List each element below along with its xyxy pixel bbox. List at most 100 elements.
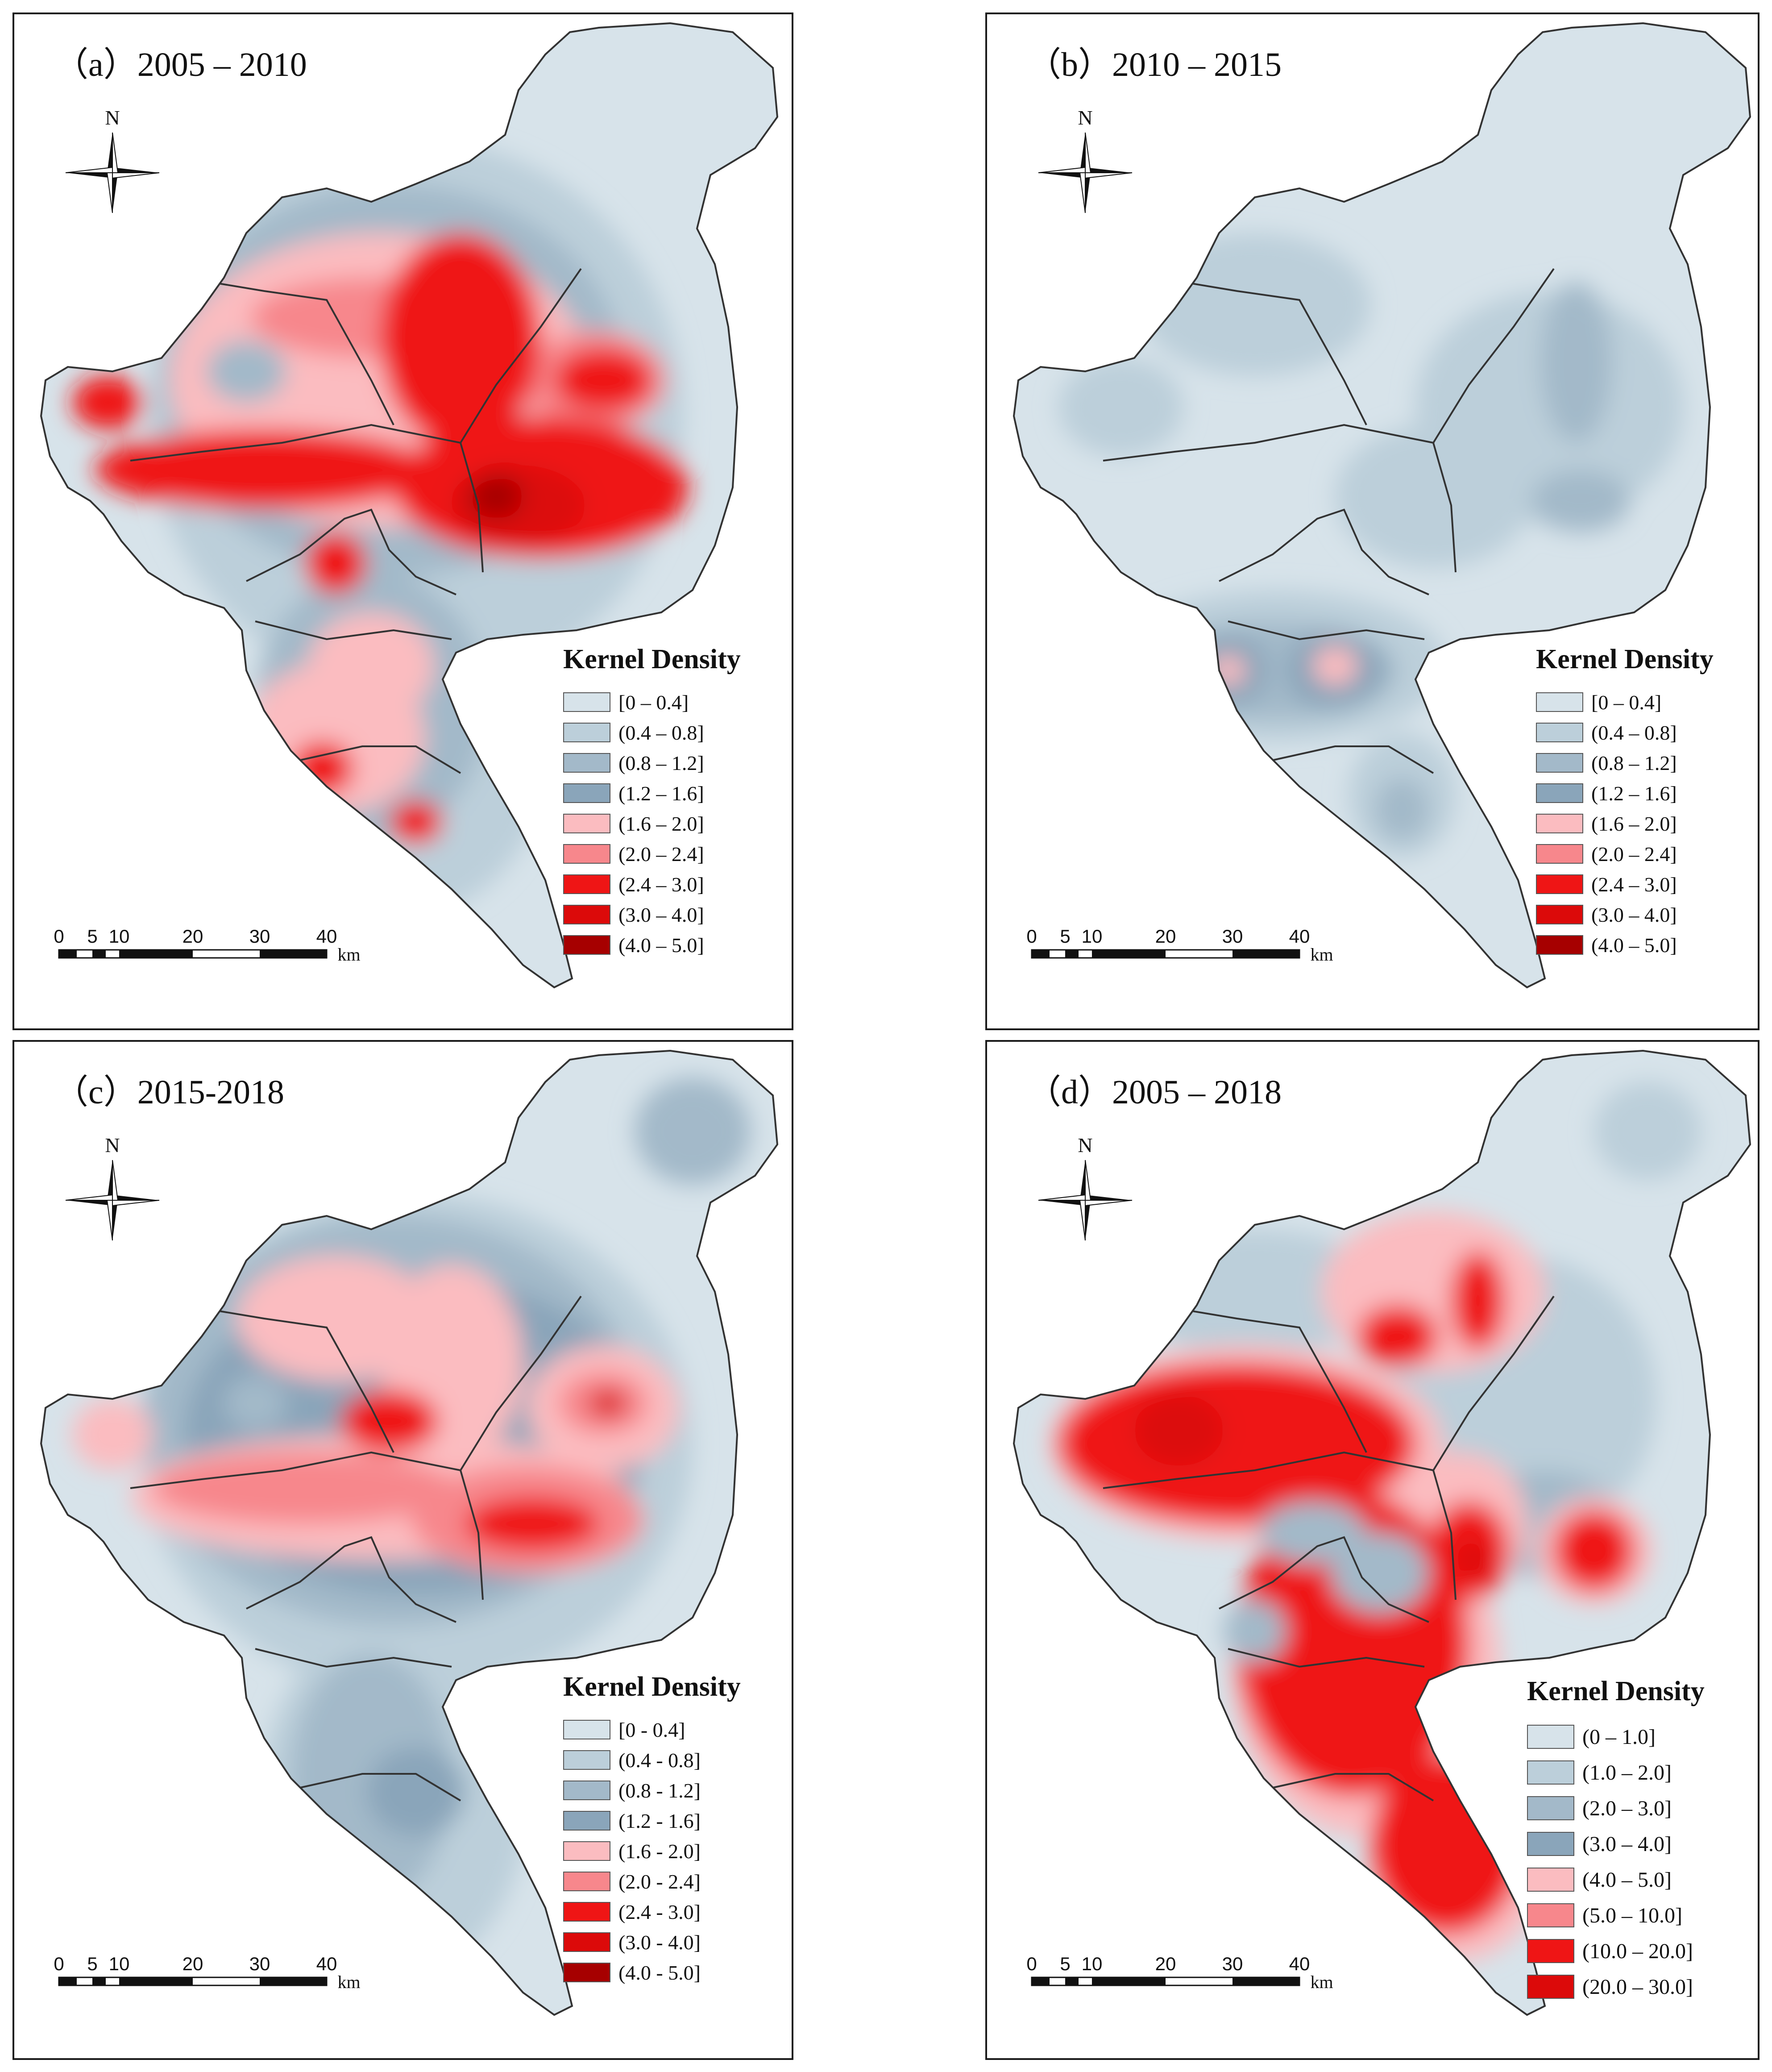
- legend-label: (1.2 – 1.6]: [1591, 782, 1677, 805]
- scale-unit: km: [337, 1972, 360, 1992]
- panel-title: （c）2015-2018: [54, 1073, 285, 1111]
- legend-label: (4.0 – 5.0]: [618, 933, 704, 957]
- district-boundary: [1219, 1536, 1429, 1623]
- density-band: [590, 1390, 626, 1417]
- density-band: [554, 349, 652, 412]
- density-band: [635, 1078, 751, 1185]
- legend-swatch: [563, 814, 610, 833]
- legend-swatch: [1536, 723, 1583, 742]
- density-band: [72, 376, 144, 429]
- legend-swatch: [1527, 1868, 1574, 1892]
- legend-swatch: [563, 692, 610, 712]
- legend-item: (5.0 – 10.0]: [1527, 1897, 1758, 1933]
- scale-tick-label: 10: [109, 926, 130, 947]
- legend-item: (2.0 – 2.4]: [1536, 839, 1758, 869]
- legend-label: (1.6 - 2.0]: [618, 1839, 701, 1863]
- legend-item: (2.4 - 3.0]: [563, 1897, 792, 1927]
- legend-item: (1.6 – 2.0]: [1536, 808, 1758, 839]
- legend-label: [0 – 0.4]: [618, 691, 689, 714]
- district-boundary: [1254, 1773, 1434, 1802]
- scale-tick-label: 30: [249, 1953, 270, 1974]
- north-label: N: [1078, 1134, 1092, 1157]
- legend-item: (1.2 – 1.6]: [563, 778, 792, 808]
- density-band: [206, 340, 286, 403]
- district-boundary: [1183, 1309, 1367, 1453]
- district-boundary: [1103, 1451, 1434, 1489]
- district-boundary: [459, 1295, 582, 1600]
- legend-label: (0.4 – 0.8]: [618, 721, 704, 744]
- legend-swatch: [1527, 1725, 1574, 1749]
- legend-item: (1.6 - 2.0]: [563, 1836, 792, 1866]
- legend-label: (3.0 – 4.0]: [1582, 1832, 1672, 1856]
- density-band: [367, 1747, 465, 1836]
- density-band: [1259, 1502, 1366, 1564]
- density-map-b: [1013, 22, 1751, 988]
- legend-item: (2.0 – 3.0]: [1527, 1790, 1758, 1826]
- scale-tick-label: 20: [1155, 1953, 1176, 1974]
- legend-label: (20.0 – 30.0]: [1582, 1975, 1693, 1999]
- legend-item: (10.0 – 20.0]: [1527, 1933, 1758, 1969]
- density-band: [340, 1390, 438, 1452]
- scale-tick-label: 10: [1082, 1953, 1103, 1974]
- density-band: [380, 233, 541, 447]
- scale-tick-label: 20: [183, 926, 203, 947]
- scale-tick-label: 20: [183, 1953, 203, 1974]
- density-band: [72, 1399, 153, 1470]
- legend-label: (1.2 – 1.6]: [618, 782, 704, 805]
- density-band: [1456, 1542, 1491, 1577]
- legend-swatch: [1527, 1760, 1574, 1785]
- legend-swatch: [563, 1841, 610, 1861]
- district-boundary: [246, 508, 456, 595]
- density-band: [1313, 646, 1357, 686]
- legend: Kernel Density [0 – 0.4] (0.4 – 0.8] (0.…: [1536, 644, 1758, 960]
- legend-item: (1.2 - 1.6]: [563, 1806, 792, 1836]
- density-band: [1371, 1756, 1523, 1935]
- legend: Kernel Density [0 - 0.4] (0.4 - 0.8] (0.…: [563, 1671, 792, 1988]
- legend-label: (1.6 – 2.0]: [618, 812, 704, 835]
- legend-item: (0.4 - 0.8]: [563, 1745, 792, 1775]
- scale-tick-label: 5: [1060, 1953, 1070, 1974]
- district-boundary: [210, 281, 394, 425]
- scale-tick-label: 0: [54, 926, 64, 947]
- north-arrow: N: [61, 1129, 164, 1254]
- legend-swatch: [1536, 783, 1583, 803]
- density-band: [469, 474, 523, 519]
- legend-item: (4.0 – 5.0]: [1527, 1862, 1758, 1897]
- scale-tick-label: 30: [249, 926, 270, 947]
- density-band: [1594, 1082, 1701, 1180]
- north-label: N: [105, 106, 120, 129]
- density-band: [1375, 778, 1429, 840]
- legend-swatch: [1527, 1796, 1574, 1820]
- legend-swatch: [563, 723, 610, 742]
- legend-item: (1.2 – 1.6]: [1536, 778, 1758, 808]
- density-band: [1451, 1252, 1505, 1350]
- district-boundary: [255, 1648, 452, 1668]
- legend-item: (3.0 – 4.0]: [1527, 1826, 1758, 1862]
- legend-item: [0 – 0.4]: [563, 687, 792, 717]
- legend-label: (1.2 - 1.6]: [618, 1809, 701, 1832]
- legend-label: (4.0 – 5.0]: [1591, 933, 1677, 957]
- legend-label: (0.8 – 1.2]: [618, 751, 704, 774]
- district-boundary: [459, 268, 582, 573]
- density-band: [465, 1497, 599, 1551]
- scale-tick-label: 40: [316, 926, 337, 947]
- scale-tick-label: 40: [1289, 1953, 1310, 1974]
- legend-swatch: [563, 1811, 610, 1831]
- legend-label: (3.0 - 4.0]: [618, 1931, 701, 1954]
- map-panel-c: （c）2015-2018 N 0 5 10 20 30 40 km: [12, 1040, 793, 2060]
- density-map-c: [40, 1050, 778, 2016]
- density-band: [1357, 1305, 1438, 1368]
- legend-item: (1.6 – 2.0]: [563, 808, 792, 839]
- legend-item: (4.0 – 5.0]: [563, 930, 792, 960]
- legend-label: (0.4 - 0.8]: [618, 1748, 701, 1772]
- legend-label: (2.4 – 3.0]: [1591, 873, 1677, 896]
- scale-tick-label: 40: [316, 1953, 337, 1974]
- legend-swatch: [1536, 844, 1583, 864]
- legend-swatch: [563, 753, 610, 773]
- legend-item: [0 – 0.4]: [1536, 687, 1758, 717]
- district-boundary: [1219, 508, 1429, 595]
- density-map-d: [1013, 1050, 1751, 2016]
- district-boundary: [255, 620, 452, 641]
- scale-tick-label: 5: [87, 1953, 97, 1974]
- legend: Kernel Density (0 – 1.0] (1.0 – 2.0] (2.…: [1527, 1676, 1758, 2005]
